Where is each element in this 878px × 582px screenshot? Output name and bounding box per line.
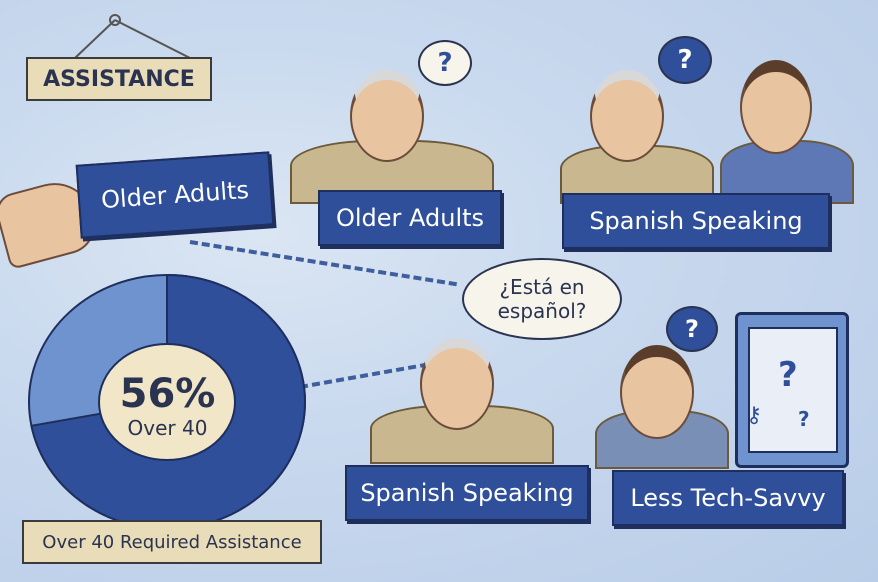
- panel-label-older-adults: Older Adults: [318, 190, 502, 246]
- donut-center: [98, 343, 236, 461]
- tech-user-figure: [595, 335, 755, 469]
- donut-center-text: 56% Over 40: [100, 372, 235, 440]
- panel-label-less-tech-savvy: Less Tech-Savvy: [612, 470, 844, 526]
- spanish-speech-bubble: ¿Está en español?: [462, 258, 622, 340]
- question-bubble: ?: [666, 306, 718, 352]
- panel-label-spanish-speaking: Spanish Speaking: [562, 193, 830, 249]
- question-bubble: ?: [418, 40, 472, 86]
- assistance-sign: ASSISTANCE: [26, 57, 212, 101]
- held-card-older-adults: Older Adults: [75, 151, 275, 239]
- percent-sublabel: Over 40: [127, 416, 208, 440]
- question-bubble: ?: [658, 36, 712, 84]
- spanish-speaking-older-adult-figure: [370, 330, 554, 464]
- sign-string: [74, 14, 191, 59]
- screen-question-mark: ?: [778, 355, 798, 395]
- older-adult-figure: [280, 60, 500, 204]
- computer-screen-icon: ? ? ⚷: [735, 312, 849, 468]
- spanish-speaking-pair-figure: [560, 60, 854, 204]
- donut-caption: Over 40 Required Assistance: [22, 520, 322, 564]
- panel-label-spanish-speaking: Spanish Speaking: [345, 465, 589, 521]
- donut-chart: [28, 273, 306, 530]
- percent-value: 56%: [119, 371, 216, 417]
- key-icon: ⚷: [746, 403, 763, 428]
- screen-question-mark: ?: [798, 407, 810, 431]
